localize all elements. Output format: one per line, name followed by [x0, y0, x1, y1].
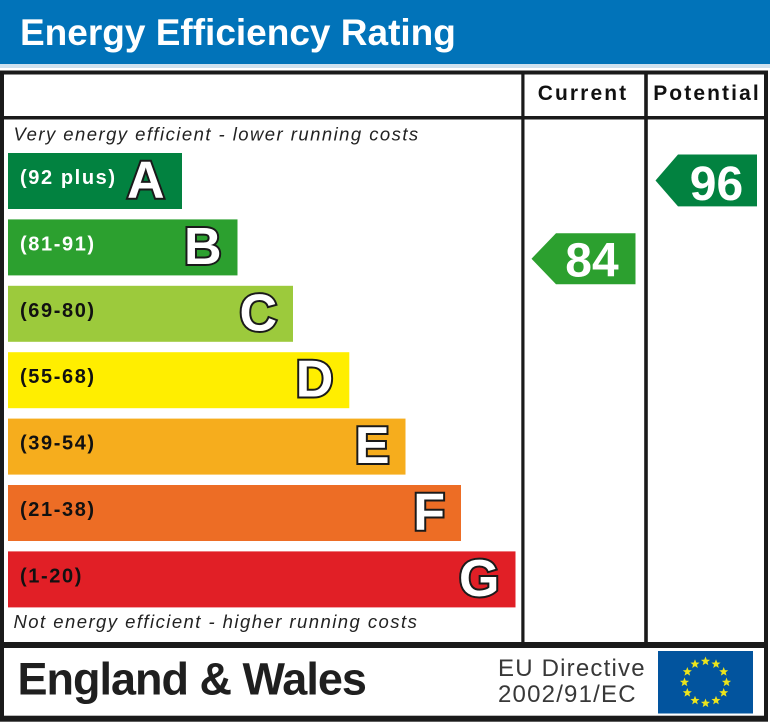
svg-text:Very energy efficient - lower: Very energy efficient - lower running co… — [14, 124, 420, 145]
svg-text:E: E — [355, 417, 390, 475]
svg-text:F: F — [413, 484, 445, 542]
svg-text:Energy Efficiency Rating: Energy Efficiency Rating — [20, 12, 456, 53]
svg-text:D: D — [296, 351, 334, 409]
svg-text:(39-54): (39-54) — [20, 433, 96, 455]
svg-text:(81-91): (81-91) — [20, 233, 96, 255]
svg-text:C: C — [239, 284, 277, 342]
svg-text:England & Wales: England & Wales — [18, 654, 366, 705]
svg-text:96: 96 — [690, 158, 743, 211]
svg-text:(1-20): (1-20) — [20, 565, 83, 587]
svg-text:(55-68): (55-68) — [20, 366, 96, 388]
svg-text:(69-80): (69-80) — [20, 300, 96, 322]
svg-text:2002/91/EC: 2002/91/EC — [498, 681, 637, 708]
svg-text:B: B — [184, 218, 222, 276]
svg-text:84: 84 — [565, 235, 619, 288]
svg-text:A: A — [127, 152, 165, 210]
svg-text:G: G — [459, 550, 499, 608]
svg-text:(92 plus): (92 plus) — [20, 167, 117, 189]
svg-text:Potential: Potential — [653, 82, 761, 105]
svg-text:Not energy efficient - higher: Not energy efficient - higher running co… — [14, 611, 419, 632]
svg-text:EU Directive: EU Directive — [498, 655, 646, 682]
svg-text:Current: Current — [538, 82, 629, 105]
svg-text:(21-38): (21-38) — [20, 499, 96, 521]
